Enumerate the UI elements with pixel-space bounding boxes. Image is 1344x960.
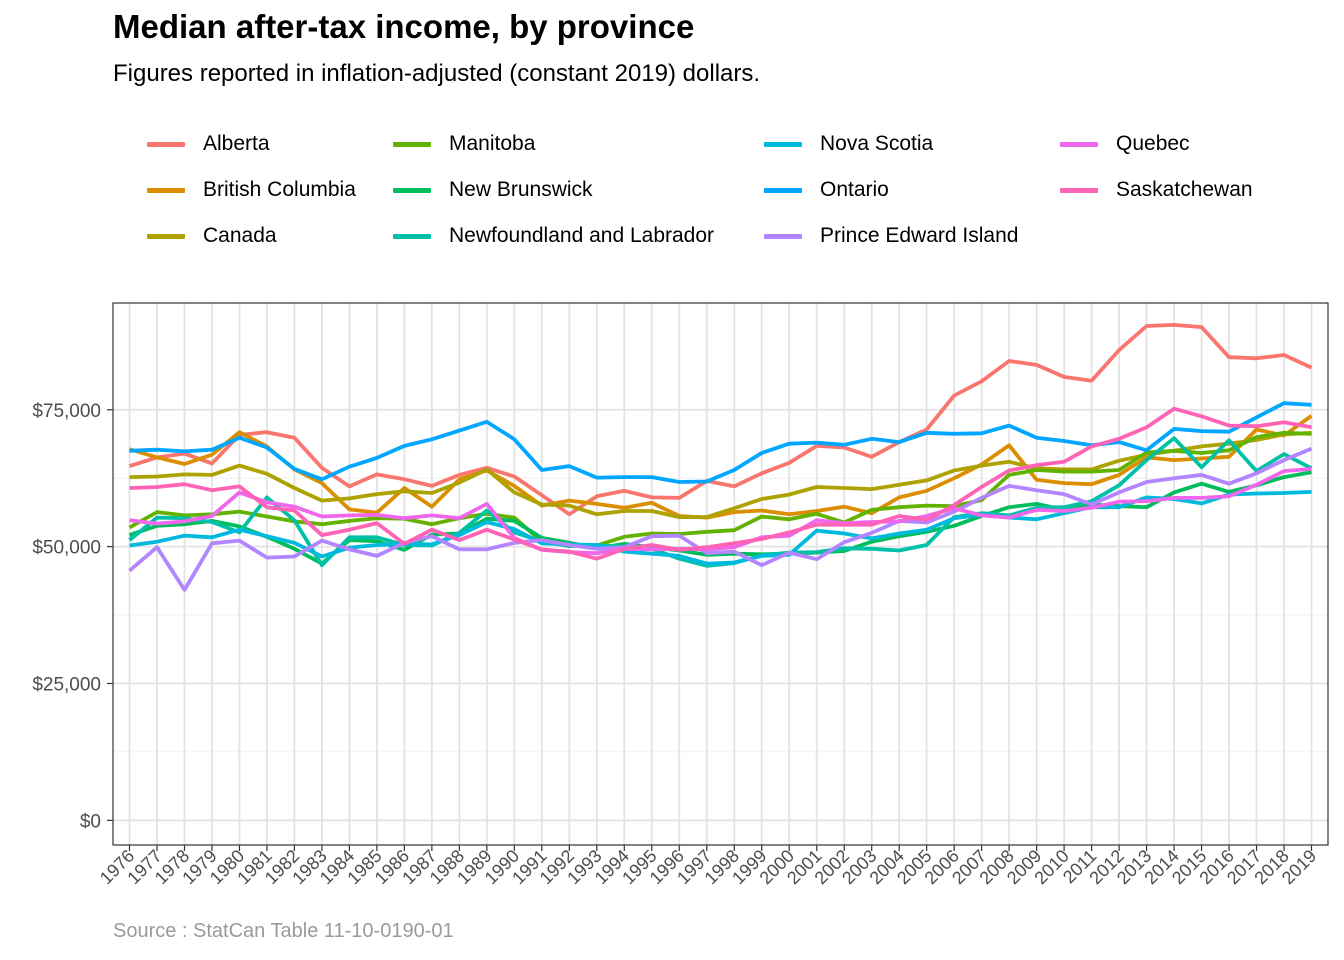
y-tick-label: $50,000 [32,538,101,559]
series-lines [128,322,1313,592]
chart-subtitle: Figures reported in inflation-adjusted (… [113,60,761,87]
plot-panel-border [112,302,1329,846]
series-line-alberta [128,322,1313,517]
y-tick-label: $75,000 [32,401,101,422]
series-line-british-columbia [128,414,1313,520]
gridlines [113,303,1328,845]
axes: $0$25,000$50,000$75,00019761977197819791… [32,401,1320,888]
series-line-canada [129,430,1312,519]
series-line-saskatchewan [129,406,1312,561]
chart-title: Median after-tax income, by province [113,8,695,45]
series-line-ontario [129,401,1312,484]
series-line-prince-edward-island [128,446,1313,592]
series-line-nova-scotia [129,490,1312,566]
series-line-manitoba [128,430,1312,548]
series-line-quebec [129,467,1312,556]
y-tick-label: $0 [80,811,101,832]
source-caption: Source : StatCan Table 11-10-0190-01 [113,920,454,942]
y-tick-label: $25,000 [32,674,101,695]
